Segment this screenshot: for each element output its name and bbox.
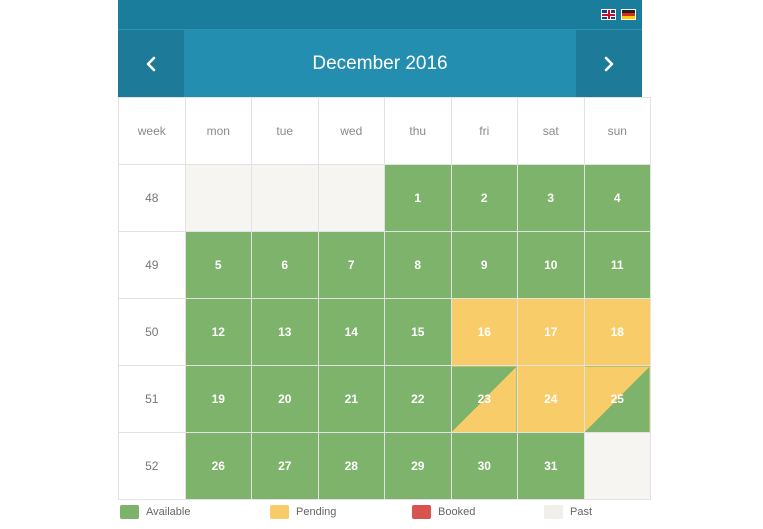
weekday-header-thu: thu bbox=[384, 97, 452, 165]
week-number: 50 bbox=[118, 298, 186, 366]
day-cell[interactable]: 24 bbox=[517, 365, 585, 433]
legend-swatch bbox=[120, 505, 139, 519]
legend-label: Available bbox=[146, 506, 191, 518]
legend-item-pending: Pending bbox=[270, 505, 336, 519]
weekday-header-tue: tue bbox=[251, 97, 319, 165]
day-cell[interactable]: 28 bbox=[317, 432, 385, 500]
german-flag-icon[interactable] bbox=[621, 9, 636, 20]
day-cell[interactable]: 12 bbox=[184, 298, 252, 366]
week-number: 51 bbox=[118, 365, 186, 433]
weekday-header-wed: wed bbox=[317, 97, 385, 165]
day-cell[interactable]: 8 bbox=[384, 231, 452, 299]
day-cell[interactable]: 3 bbox=[517, 164, 585, 232]
legend-item-available: Available bbox=[120, 505, 190, 519]
day-cell[interactable]: 17 bbox=[517, 298, 585, 366]
weekday-header-fri: fri bbox=[450, 97, 518, 165]
past-day-cell bbox=[251, 164, 319, 232]
week-number: 49 bbox=[118, 231, 186, 299]
week-row: 49 5 6 7 8 9 10 11 bbox=[118, 231, 651, 299]
day-cell[interactable]: 26 bbox=[184, 432, 252, 500]
legend: Available Pending Booked Past bbox=[118, 505, 648, 521]
calendar-grid: week mon tue wed thu fri sat sun 48 1 2 3 4 4… bbox=[118, 97, 651, 500]
legend-label: Pending bbox=[296, 506, 337, 518]
day-cell[interactable]: 22 bbox=[384, 365, 452, 433]
day-cell[interactable]: 2 bbox=[450, 164, 518, 232]
chevron-right-icon bbox=[604, 56, 614, 71]
day-cell[interactable]: 21 bbox=[317, 365, 385, 433]
day-cell[interactable]: 19 bbox=[184, 365, 252, 433]
day-cell[interactable]: 30 bbox=[450, 432, 518, 500]
day-cell[interactable]: 31 bbox=[517, 432, 585, 500]
day-cell[interactable]: 25 bbox=[583, 365, 651, 433]
day-cell[interactable]: 13 bbox=[251, 298, 319, 366]
legend-swatch bbox=[544, 505, 563, 519]
day-cell[interactable]: 23 bbox=[450, 365, 518, 433]
weekday-header-mon: mon bbox=[184, 97, 252, 165]
week-row: 50 12 13 14 15 16 17 18 bbox=[118, 298, 651, 366]
day-cell[interactable]: 6 bbox=[251, 231, 319, 299]
legend-label: Booked bbox=[438, 506, 476, 518]
past-day-cell bbox=[583, 432, 651, 500]
day-cell[interactable]: 14 bbox=[317, 298, 385, 366]
language-flags bbox=[601, 9, 636, 20]
legend-swatch bbox=[270, 505, 289, 519]
week-column-header: week bbox=[118, 97, 186, 165]
day-cell[interactable]: 4 bbox=[583, 164, 651, 232]
legend-item-booked: Booked bbox=[412, 505, 475, 519]
day-cell[interactable]: 5 bbox=[184, 231, 252, 299]
day-cell[interactable]: 9 bbox=[450, 231, 518, 299]
day-cell[interactable]: 1 bbox=[384, 164, 452, 232]
day-cell[interactable]: 29 bbox=[384, 432, 452, 500]
legend-item-past: Past bbox=[544, 505, 592, 519]
booking-calendar: December 2016 week mon tue wed thu fri s… bbox=[118, 0, 651, 500]
weekday-header-sun: sun bbox=[583, 97, 651, 165]
week-number: 52 bbox=[118, 432, 186, 500]
week-row: 51 19 20 21 22 23 24 25 bbox=[118, 365, 651, 433]
day-cell[interactable]: 15 bbox=[384, 298, 452, 366]
month-title: December 2016 bbox=[312, 52, 448, 74]
past-day-cell bbox=[184, 164, 252, 232]
day-cell[interactable]: 11 bbox=[583, 231, 651, 299]
legend-label: Past bbox=[570, 506, 593, 518]
day-cell[interactable]: 10 bbox=[517, 231, 585, 299]
day-cell[interactable]: 7 bbox=[317, 231, 385, 299]
week-row: 52 26 27 28 29 30 31 bbox=[118, 432, 651, 500]
month-navigation: December 2016 bbox=[118, 30, 642, 97]
day-cell[interactable]: 27 bbox=[251, 432, 319, 500]
language-bar bbox=[118, 0, 642, 30]
weekday-header-row: week mon tue wed thu fri sat sun bbox=[118, 97, 651, 165]
legend-swatch bbox=[412, 505, 431, 519]
past-day-cell bbox=[317, 164, 385, 232]
week-number: 48 bbox=[118, 164, 186, 232]
day-cell[interactable]: 16 bbox=[450, 298, 518, 366]
weekday-header-sat: sat bbox=[517, 97, 585, 165]
chevron-left-icon bbox=[146, 56, 156, 71]
week-row: 48 1 2 3 4 bbox=[118, 164, 651, 232]
day-cell[interactable]: 20 bbox=[251, 365, 319, 433]
uk-flag-icon[interactable] bbox=[601, 9, 616, 20]
prev-month-button[interactable] bbox=[118, 30, 184, 97]
day-cell[interactable]: 18 bbox=[583, 298, 651, 366]
next-month-button[interactable] bbox=[576, 30, 642, 97]
